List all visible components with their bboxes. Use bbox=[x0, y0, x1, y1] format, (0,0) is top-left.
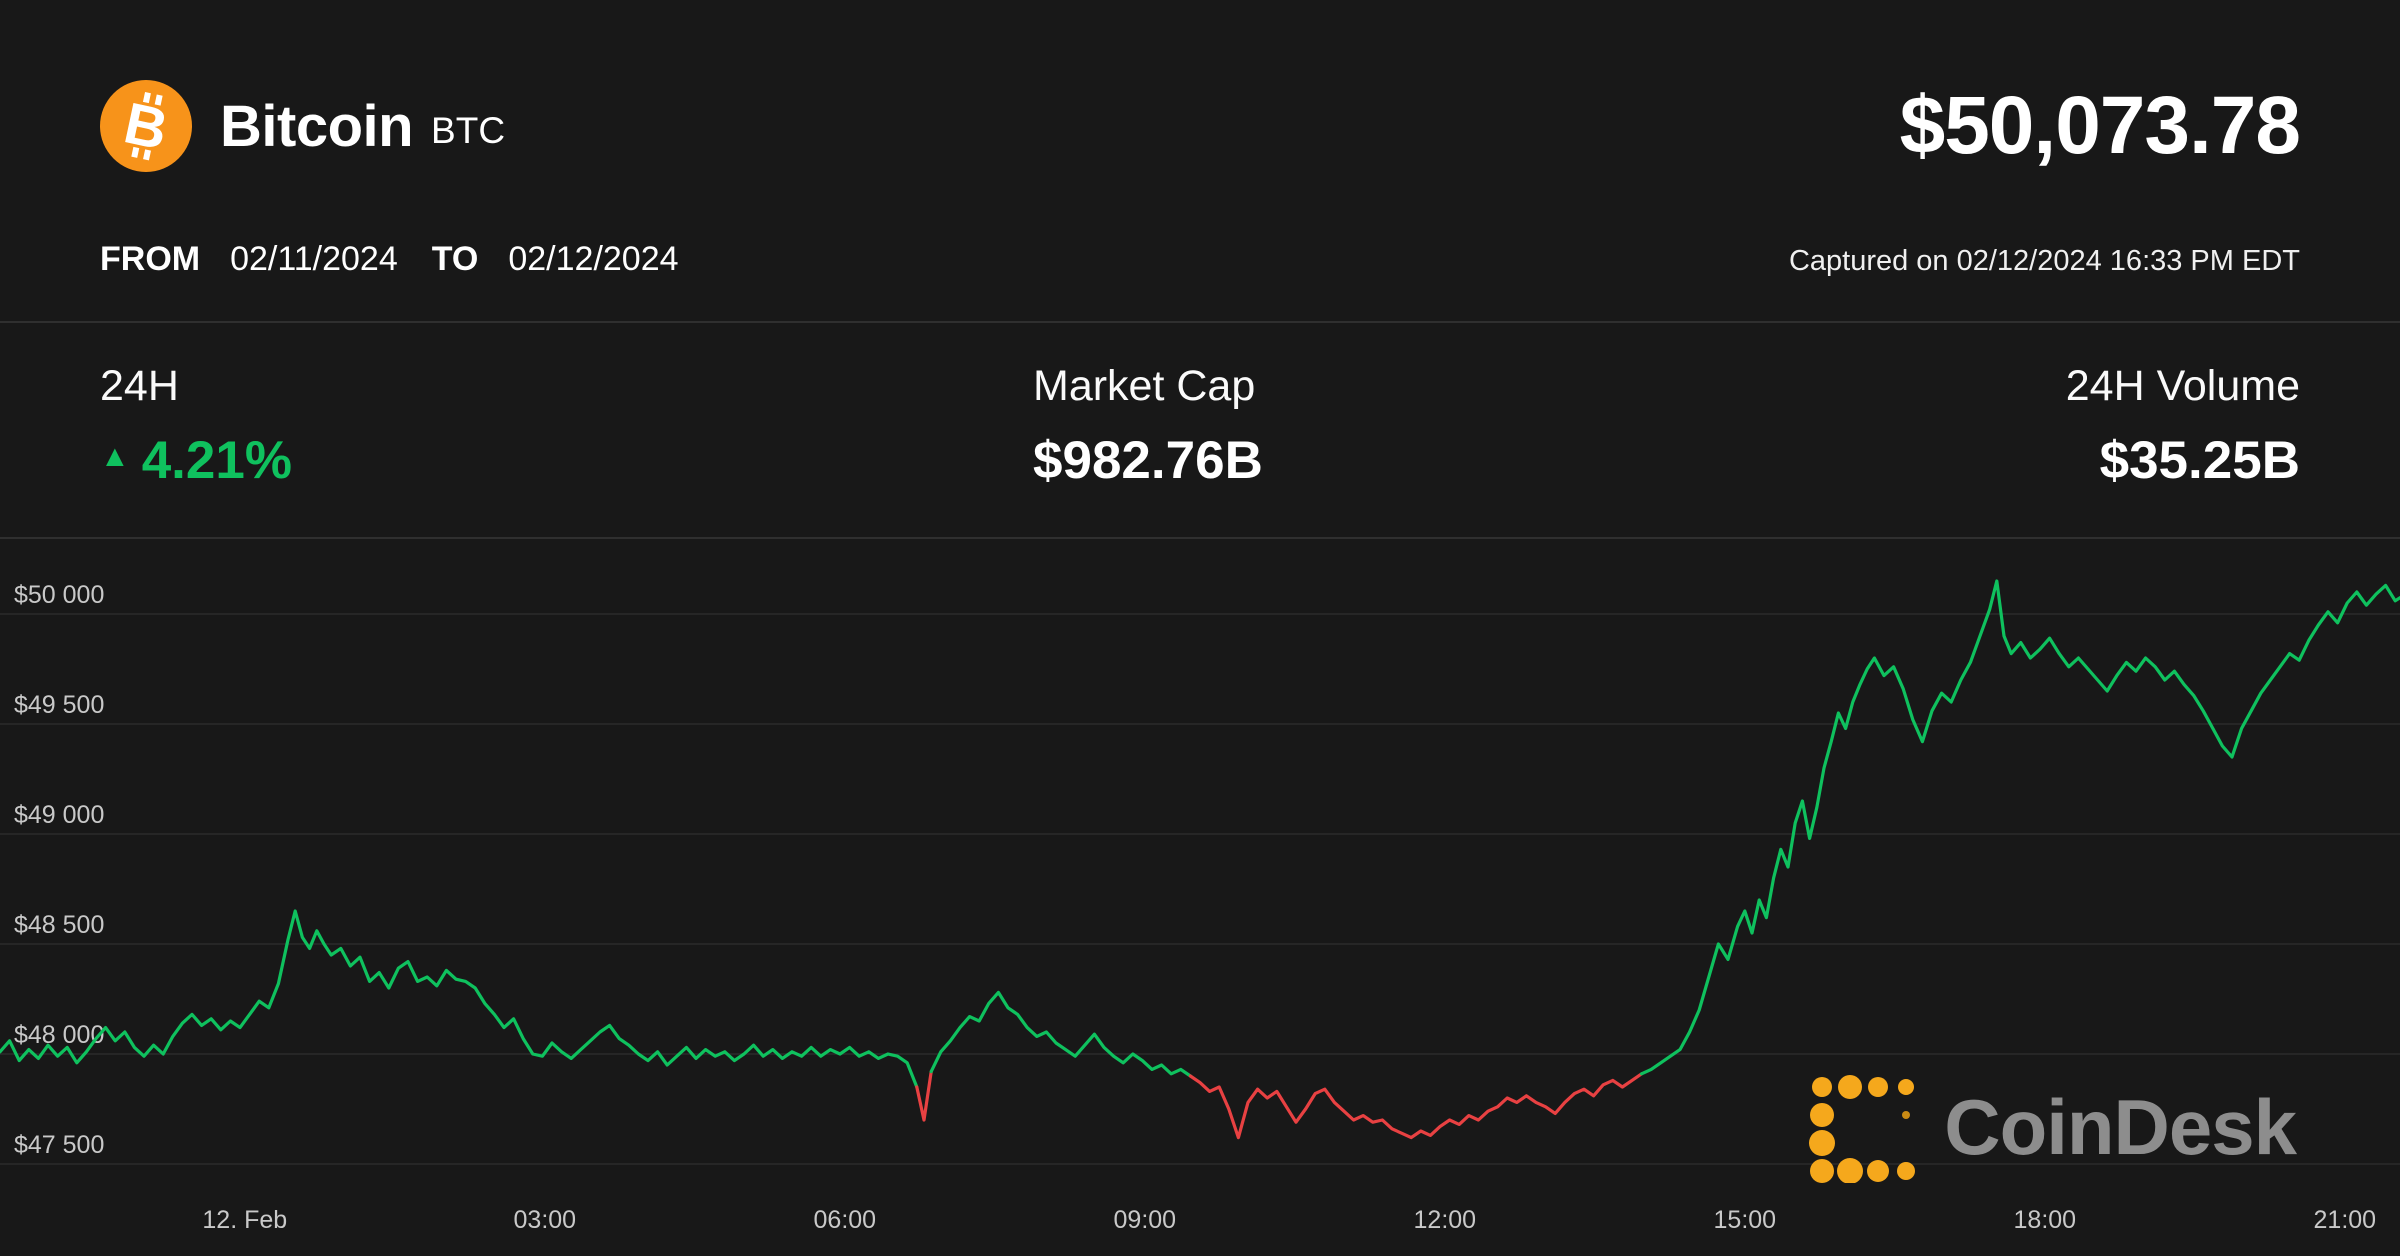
stats-bar: 24H ▲ 4.21% Market Cap $982.76B 24H Volum… bbox=[0, 321, 2400, 537]
coin-symbol: BTC bbox=[431, 110, 506, 151]
from-label: FROM bbox=[100, 240, 201, 278]
volume-section: 24H Volume $35.25B bbox=[2066, 365, 2300, 537]
price-chart: $50 000 $49 500 $49 000 $48 500 $48 000 $47 5… bbox=[0, 540, 2400, 1256]
price-chart-canvas: $50 000 $49 500 $49 000 $48 500 $48 000 $47 5… bbox=[0, 579, 2400, 1234]
divider bbox=[0, 321, 2400, 323]
to-label: TO bbox=[431, 240, 479, 278]
to-date: 02/12/2024 bbox=[508, 240, 679, 278]
header: B Bitcoin BTC $50,073.78 bbox=[100, 78, 2301, 174]
up-arrow-icon: ▲ bbox=[100, 440, 130, 473]
x-tick-label: 03:00 bbox=[514, 1206, 577, 1234]
price-line-segment bbox=[0, 909, 919, 1089]
change-value-row: ▲ 4.21% bbox=[100, 434, 1033, 487]
price-line-segment bbox=[929, 990, 1192, 1078]
x-tick-label: 12:00 bbox=[1414, 1206, 1477, 1234]
coindesk-wordmark: CoinDesk bbox=[1944, 1082, 2297, 1171]
y-tick-label: $48 000 bbox=[14, 1021, 104, 1049]
coindesk-watermark: CoinDesk bbox=[1806, 1068, 2297, 1186]
change-value: 4.21% bbox=[141, 431, 292, 490]
x-tick-label: 18:00 bbox=[2014, 1206, 2077, 1234]
volume-value: $35.25B bbox=[2099, 431, 2300, 490]
y-tick-label: $48 500 bbox=[14, 911, 104, 939]
market-cap-label: Market Cap bbox=[1033, 362, 1256, 410]
market-cap-section: Market Cap $982.76B bbox=[1033, 365, 2066, 537]
x-tick-label: 09:00 bbox=[1114, 1206, 1177, 1234]
x-tick-label: 21:00 bbox=[2314, 1206, 2377, 1234]
capture-timestamp: Captured on 02/12/2024 16:33 PM EDT bbox=[1788, 245, 2300, 277]
price-line-segment bbox=[1188, 1072, 1644, 1140]
x-tick-label: 15:00 bbox=[1714, 1206, 1777, 1234]
y-tick-label: $50 000 bbox=[14, 581, 104, 609]
coin-name: Bitcoin bbox=[220, 93, 414, 159]
y-tick-label: $49 500 bbox=[14, 691, 104, 719]
from-date: 02/11/2024 bbox=[230, 240, 398, 278]
price-line-segment bbox=[915, 1070, 933, 1122]
x-tick-label: 06:00 bbox=[814, 1206, 877, 1234]
change-label: 24H bbox=[100, 362, 179, 410]
bitcoin-icon: B bbox=[100, 80, 192, 172]
volume-label: 24H Volume bbox=[2065, 362, 2300, 410]
y-tick-label: $49 000 bbox=[14, 801, 104, 829]
y-tick-label: $47 500 bbox=[14, 1131, 104, 1159]
change-section: 24H ▲ 4.21% bbox=[100, 365, 1033, 537]
divider bbox=[0, 537, 2400, 539]
current-price: $50,073.78 bbox=[1899, 80, 2301, 171]
market-cap-value: $982.76B bbox=[1033, 431, 1263, 490]
date-range-row: FROM 02/11/2024 TO 02/12/2024 Captured o… bbox=[100, 240, 2300, 279]
coindesk-logo-icon bbox=[1809, 1075, 1916, 1183]
price-line-segment bbox=[1640, 579, 2400, 1076]
x-tick-label: 12. Feb bbox=[202, 1206, 287, 1234]
